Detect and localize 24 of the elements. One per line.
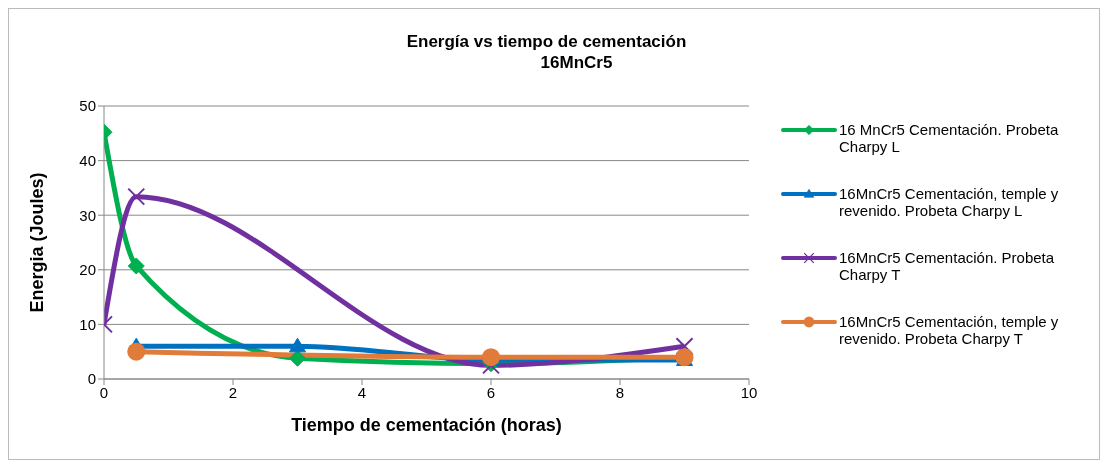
y-tick-label: 10	[79, 315, 96, 333]
x-axis-title: Tiempo de cementación (horas)	[291, 415, 562, 435]
point	[289, 337, 306, 353]
y-tick-label: 40	[79, 151, 96, 169]
y-tick-label: 20	[79, 261, 96, 279]
x-tick-label: 8	[615, 383, 625, 401]
legend-label: 16 MnCr5 Cementación. Probeta Charpy L	[839, 121, 1060, 155]
x-tick-label: 6	[486, 383, 496, 401]
point	[127, 257, 145, 275]
x-tick-label: 2	[228, 383, 238, 401]
chart-title: Energía vs tiempo de cementación 16MnCr5	[405, 31, 688, 73]
x-tick-label: 0	[99, 383, 109, 401]
point	[289, 349, 306, 367]
point	[127, 342, 146, 361]
point	[127, 187, 146, 206]
y-axis-title: Energia (Joules)	[27, 172, 48, 313]
x-tick-label: 10	[740, 383, 758, 401]
x-tick-label: 4	[357, 383, 367, 401]
legend-label: 16MnCr5 Cementación, temple y revenido. Probeta Charpy L	[839, 185, 1060, 219]
legend-label: 16MnCr5 Cementación. Probeta Charpy T	[839, 249, 1056, 283]
legend-label: 16MnCr5 Cementación, temple y revenido. Probeta Charpy T	[839, 313, 1060, 347]
y-tick-label: 50	[79, 97, 96, 115]
y-tick-label: 30	[79, 206, 96, 224]
y-tick-label: 0	[87, 370, 96, 388]
